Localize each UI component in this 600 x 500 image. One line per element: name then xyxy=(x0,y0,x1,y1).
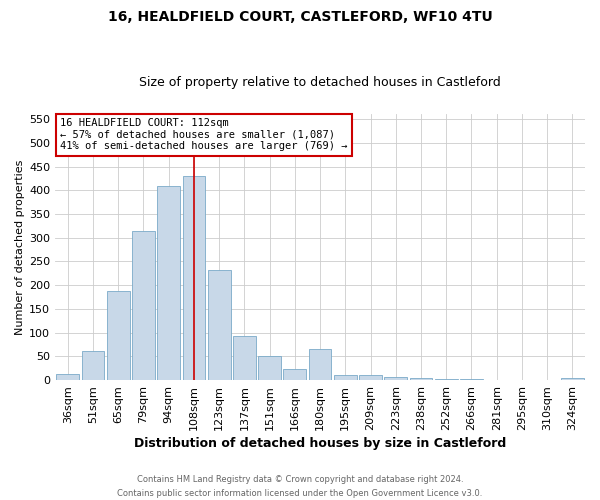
Bar xyxy=(107,291,130,380)
Bar xyxy=(56,374,79,380)
Bar xyxy=(435,379,458,380)
Bar xyxy=(385,377,407,380)
Bar xyxy=(132,231,155,380)
Bar xyxy=(334,376,356,380)
Title: Size of property relative to detached houses in Castleford: Size of property relative to detached ho… xyxy=(139,76,501,90)
Text: 16 HEALDFIELD COURT: 112sqm
← 57% of detached houses are smaller (1,087)
41% of : 16 HEALDFIELD COURT: 112sqm ← 57% of det… xyxy=(61,118,348,152)
Bar xyxy=(182,176,205,380)
Text: 16, HEALDFIELD COURT, CASTLEFORD, WF10 4TU: 16, HEALDFIELD COURT, CASTLEFORD, WF10 4… xyxy=(107,10,493,24)
Y-axis label: Number of detached properties: Number of detached properties xyxy=(15,160,25,335)
Bar xyxy=(208,270,230,380)
Bar xyxy=(82,351,104,380)
Bar xyxy=(359,376,382,380)
Bar xyxy=(410,378,433,380)
Bar xyxy=(157,186,180,380)
Text: Contains HM Land Registry data © Crown copyright and database right 2024.
Contai: Contains HM Land Registry data © Crown c… xyxy=(118,476,482,498)
X-axis label: Distribution of detached houses by size in Castleford: Distribution of detached houses by size … xyxy=(134,437,506,450)
Bar xyxy=(561,378,584,380)
Bar xyxy=(309,350,331,380)
Bar xyxy=(283,370,306,380)
Bar xyxy=(233,336,256,380)
Bar xyxy=(460,379,483,380)
Bar xyxy=(258,356,281,380)
